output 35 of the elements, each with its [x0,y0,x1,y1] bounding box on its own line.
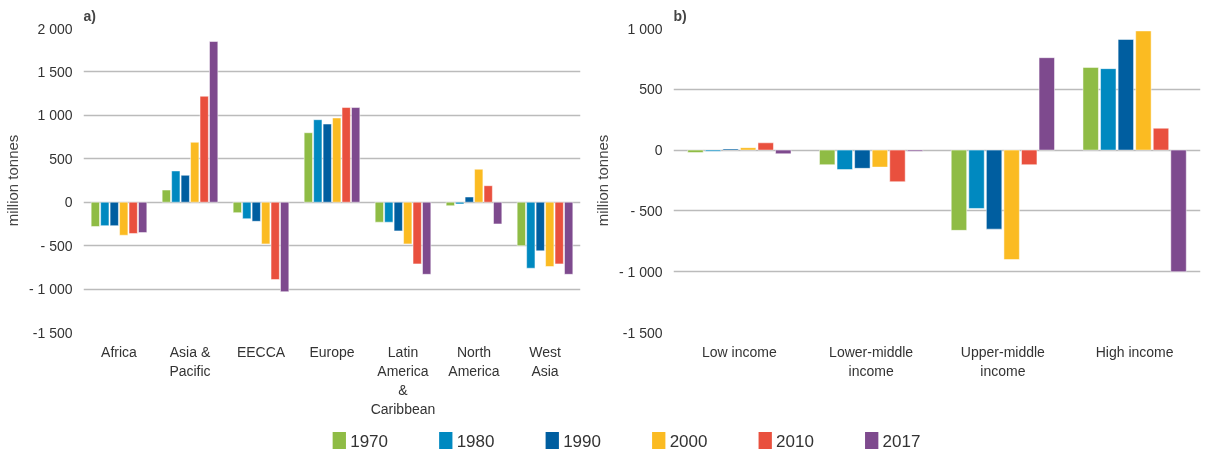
legend-label: 1970 [350,431,389,451]
y-tick-label: 500 [49,150,73,167]
y-tick-label: 0 [654,142,663,159]
y-tick-label: 1 500 [37,63,73,80]
x-tick-label: West Asia [529,343,561,379]
y-tick-label: 0 [64,194,73,211]
x-tick-label: EECCA [236,343,286,360]
y-tick-label: - 1 000 [618,263,663,280]
legend-label: 1990 [563,431,601,451]
x-tick-label: Latin America & Caribbean [370,343,436,418]
x-tick-label: Lower-middle income [829,343,914,379]
legend-label: 1980 [456,431,495,451]
y-tick-label: - 1 000 [28,281,73,298]
y-tick-label: -1 500 [622,324,663,341]
y-axis-title: million tonnes [3,134,21,227]
x-tick-label: High income [1095,343,1174,360]
y-tick-label: 1 000 [627,20,663,37]
chart-title: a) [83,7,96,24]
legend-label: 2000 [669,431,708,451]
y-tick-label: 2 000 [37,20,73,37]
x-tick-label: Europe [309,343,355,360]
y-tick-label: - 500 [40,237,73,254]
x-tick-label: North America [448,343,500,379]
chart-title: b) [673,7,687,24]
legend-label: 2017 [882,431,921,451]
x-tick-label: Asia & Pacific [169,343,211,379]
x-tick-label: Low income [702,343,777,360]
y-tick-label: - 500 [630,202,663,219]
y-tick-label: 1 000 [37,107,73,124]
y-axis-title: million tonnes [593,134,611,227]
x-tick-label: Upper-middle income [960,343,1046,379]
y-tick-label: -1 500 [32,324,73,341]
x-tick-label: Africa [101,343,138,360]
y-tick-label: 500 [639,81,663,98]
legend-label: 2010 [776,431,814,451]
